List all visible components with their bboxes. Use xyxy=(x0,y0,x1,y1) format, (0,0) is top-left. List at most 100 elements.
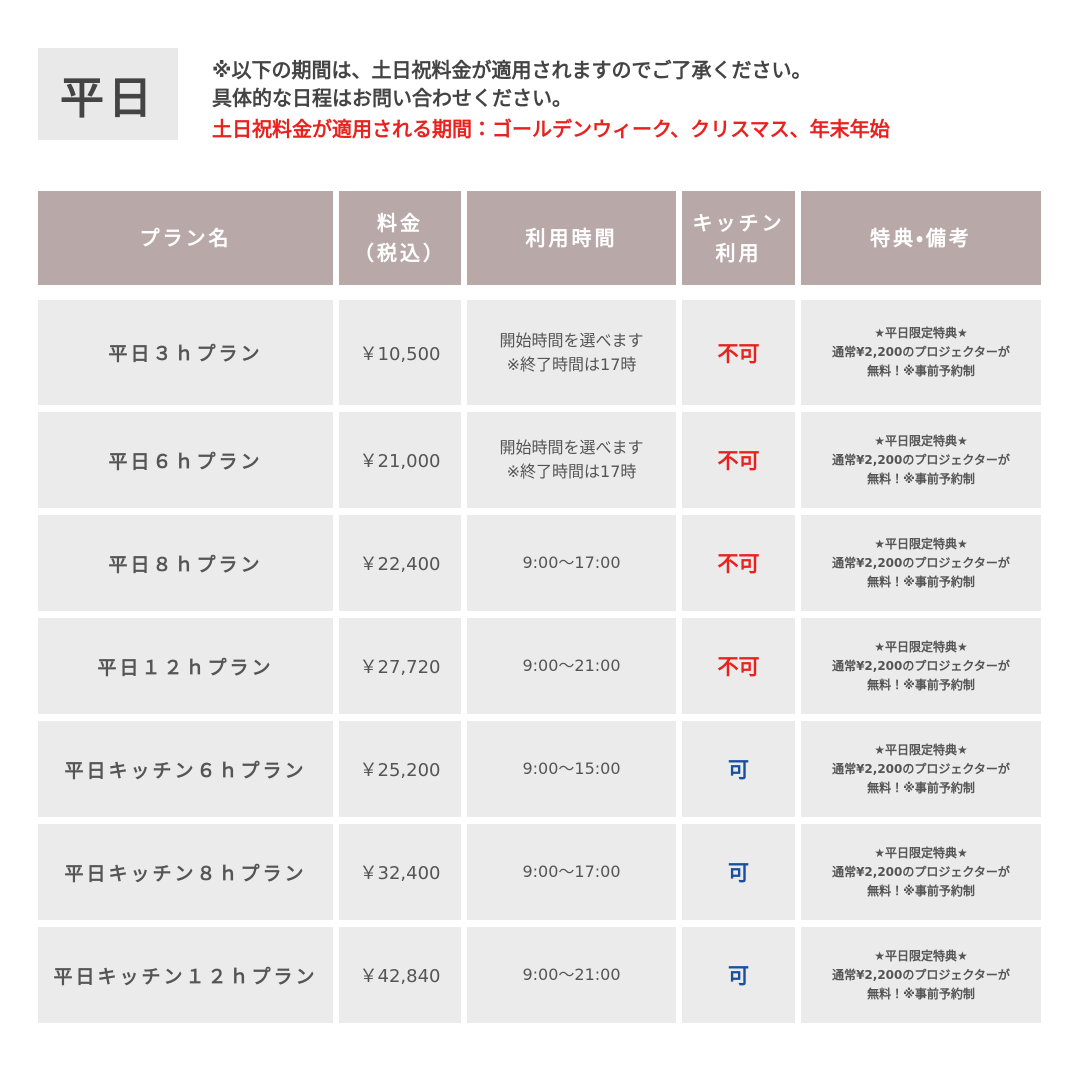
cell-text: 通常¥2,200のプロジェクターが xyxy=(832,452,1010,467)
cell-text: 平日３ｈプラン xyxy=(108,343,263,365)
table-cell: 平日６ｈプラン xyxy=(38,412,333,508)
price-table: プラン名 料金 （税込） 利用時間 キッチン利用 特典・備考平日３ｈプラン ￥10,500 開… xyxy=(38,191,1041,1030)
cell-text: ￥42,840 xyxy=(359,966,441,987)
cell-text: 平日キッチン６ｈプラン xyxy=(64,759,307,782)
cell-text: ※終了時間は17時 xyxy=(506,354,637,374)
header-text: キッチン xyxy=(692,211,785,235)
header-cell: プラン名 xyxy=(38,191,333,285)
cell-text: 通常¥2,200のプロジェクターが xyxy=(832,967,1010,982)
table-cell: ￥25,200 xyxy=(339,721,461,817)
cell-text: ￥27,720 xyxy=(359,657,441,678)
cell-text: 9:00〜15:00 xyxy=(522,759,621,778)
cell-text: ￥10,500 xyxy=(359,343,441,365)
cell-text: 無料！※事前予約制 xyxy=(867,986,975,1001)
cell-text: ￥22,400 xyxy=(359,554,441,575)
cell-text: 通常¥2,200のプロジェクターが xyxy=(832,345,1010,359)
cell-text: ★平日限定特典★ xyxy=(874,326,968,340)
table-cell: 9:00〜21:00 xyxy=(467,618,676,714)
header-cell: 特典・備考 xyxy=(801,191,1041,285)
cell-text: 9:00〜21:00 xyxy=(522,656,621,675)
table-cell: 可 xyxy=(682,824,795,920)
table-cell: ★平日限定特典★ 通常¥2,200のプロジェクターが 無料！※事前予約制 xyxy=(801,927,1041,1023)
cell-text: 可 xyxy=(728,861,749,885)
cell-text: 無料！※事前予約制 xyxy=(867,471,975,486)
cell-text: 通常¥2,200のプロジェクターが xyxy=(832,658,1010,673)
table-cell: 不可 xyxy=(682,618,795,714)
table-cell: 開始時間を選べます ※終了時間は17時 xyxy=(467,300,676,405)
table-cell: ★平日限定特典★ 通常¥2,200のプロジェクターが 無料！※事前予約制 xyxy=(801,824,1041,920)
cell-text: 平日キッチン８ｈプラン xyxy=(64,862,307,885)
cell-text: 無料！※事前予約制 xyxy=(867,574,975,589)
header-cell: 料金 （税込） xyxy=(339,191,461,285)
note-line: ※以下の期間は、土日祝料金が適用されますのでご了承ください。 xyxy=(212,58,812,82)
cell-text: ★平日限定特典★ xyxy=(874,433,968,448)
cell-text: 通常¥2,200のプロジェクターが xyxy=(832,761,1010,776)
table-cell: ￥22,400 xyxy=(339,515,461,611)
table-cell: 平日キッチン８ｈプラン xyxy=(38,824,333,920)
note-line: 具体的な日程はお問い合わせください。 xyxy=(212,86,572,110)
table-cell: 平日１２ｈプラン xyxy=(38,618,333,714)
table-cell: ★平日限定特典★ 通常¥2,200のプロジェクターが 無料！※事前予約制 xyxy=(801,300,1041,405)
table-cell: 開始時間を選べます ※終了時間は17時 xyxy=(467,412,676,508)
table-cell: ￥32,400 xyxy=(339,824,461,920)
cell-text: 開始時間を選べます xyxy=(499,330,644,350)
header-text: 利用 xyxy=(715,241,762,265)
header-text: 特典・備考 xyxy=(870,226,972,250)
cell-text: 不可 xyxy=(717,655,760,679)
cell-text: ※終了時間は17時 xyxy=(506,462,637,481)
table-cell: ★平日限定特典★ 通常¥2,200のプロジェクターが 無料！※事前予約制 xyxy=(801,412,1041,508)
plan-row: 平日キッチン６ｈプラン ￥25,200 9:00〜15:00 可 ★平日限定特典★ 通常¥… xyxy=(38,721,1041,817)
table-cell: ★平日限定特典★ 通常¥2,200のプロジェクターが 無料！※事前予約制 xyxy=(801,618,1041,714)
plan-row: 平日キッチン８ｈプラン ￥32,400 9:00〜17:00 可 ★平日限定特典★ 通常¥… xyxy=(38,824,1041,920)
notes: ※以下の期間は、土日祝料金が適用されますのでご了承ください。 具体的な日程はお問い… xyxy=(212,56,890,143)
cell-text: 不可 xyxy=(717,552,760,576)
header-text: （税込） xyxy=(354,241,446,265)
table-cell: ￥10,500 xyxy=(339,300,461,405)
cell-text: ★平日限定特典★ xyxy=(874,948,968,963)
plan-row: 平日８ｈプラン ￥22,400 9:00〜17:00 不可 ★平日限定特典★ 通常¥2,2… xyxy=(38,515,1041,611)
cell-text: 通常¥2,200のプロジェクターが xyxy=(832,864,1010,879)
plan-row: 平日キッチン１２ｈプラン ￥42,840 9:00〜21:00 可 ★平日限定特典★ 通常… xyxy=(38,927,1041,1023)
table-cell: 平日キッチン６ｈプラン xyxy=(38,721,333,817)
cell-text: 不可 xyxy=(717,341,760,366)
table-cell: ★平日限定特典★ 通常¥2,200のプロジェクターが 無料！※事前予約制 xyxy=(801,515,1041,611)
cell-text: 無料！※事前予約制 xyxy=(867,677,975,692)
cell-text: 平日６ｈプラン xyxy=(108,450,263,473)
plan-row: 平日１２ｈプラン ￥27,720 9:00〜21:00 不可 ★平日限定特典★ 通常¥2,… xyxy=(38,618,1041,714)
cell-text: 通常¥2,200のプロジェクターが xyxy=(832,555,1010,570)
cell-text: ￥32,400 xyxy=(359,863,441,884)
cell-text: ￥21,000 xyxy=(359,451,441,472)
table-cell: 平日８ｈプラン xyxy=(38,515,333,611)
cell-text: 可 xyxy=(728,758,749,782)
table-cell: ￥27,720 xyxy=(339,618,461,714)
cell-text: 無料！※事前予約制 xyxy=(867,780,975,795)
table-cell: 9:00〜21:00 xyxy=(467,927,676,1023)
cell-text: 可 xyxy=(728,964,749,988)
table-cell: 平日キッチン１２ｈプラン xyxy=(38,927,333,1023)
cell-text: 平日キッチン１２ｈプラン xyxy=(53,965,318,988)
table-cell: 可 xyxy=(682,721,795,817)
header-cell: キッチン 利用 xyxy=(682,191,795,285)
cell-text: 無料！※事前予約制 xyxy=(867,364,975,378)
header-text: 料金 xyxy=(377,211,423,235)
table-cell: 平日３ｈプラン xyxy=(38,300,333,405)
cell-text: ★平日限定特典★ xyxy=(874,639,968,654)
table-cell: ￥21,000 xyxy=(339,412,461,508)
header-text: 利用時間 xyxy=(525,226,618,250)
cell-text: 平日８ｈプラン xyxy=(108,553,263,576)
day-badge: 平日 xyxy=(38,48,178,140)
table-cell: 不可 xyxy=(682,300,795,405)
cell-text: 無料！※事前予約制 xyxy=(867,883,975,898)
highlight-note: 土日祝料金が適用される期間：ゴールデンウィーク、クリスマス、年末年始 xyxy=(212,117,890,141)
cell-text: 9:00〜21:00 xyxy=(522,965,621,984)
table-cell: 9:00〜17:00 xyxy=(467,824,676,920)
header-row: プラン名 料金 （税込） 利用時間 キッチン利用 特典・備考 xyxy=(38,191,1041,285)
table-cell: 不可 xyxy=(682,412,795,508)
cell-text: 9:00〜17:00 xyxy=(522,553,621,572)
table-cell: ￥42,840 xyxy=(339,927,461,1023)
cell-text: ★平日限定特典★ xyxy=(874,845,968,860)
plan-row: 平日３ｈプラン ￥10,500 開始時間を選べます ※終了時間は17時 不可 ★平日限定特… xyxy=(38,300,1041,405)
cell-text: 不可 xyxy=(717,449,760,473)
cell-text: 平日１２ｈプラン xyxy=(97,656,274,679)
